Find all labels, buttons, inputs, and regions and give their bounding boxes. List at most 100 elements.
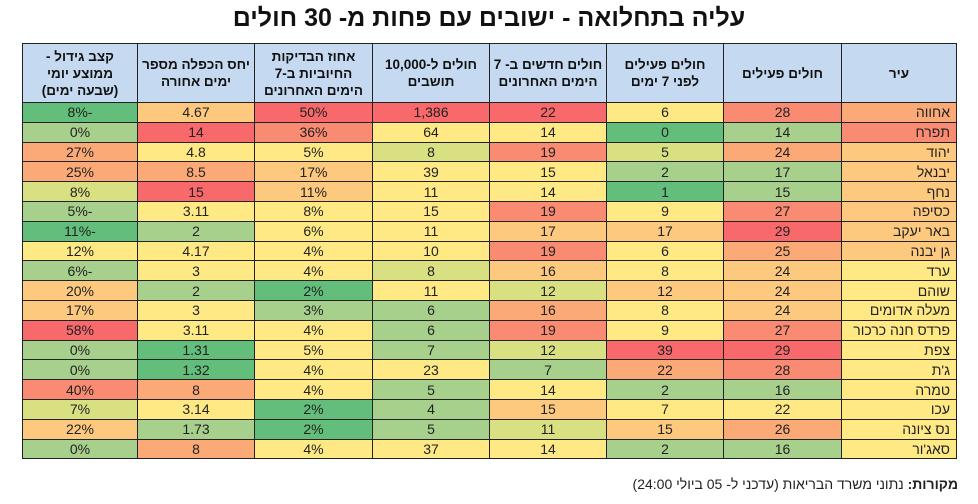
table-row: נחף 15 1 14 11 11% 15 8% <box>22 181 957 202</box>
table-row: פרדס חנה כרכור 27 9 19 6 4% 3.11 58% <box>22 319 957 341</box>
cell-active-patients: 29 <box>723 339 842 361</box>
cell-new-patients-7-days: 14 <box>489 438 607 460</box>
cell-daily-growth-rate: 0% <box>22 359 138 381</box>
cell-doubling-ratio: 4.67 <box>137 102 255 123</box>
source-text: נתוני משרד הבריאות (עדכני ל- 05 ביולי 24… <box>632 476 904 492</box>
cell-new-patients-7-days: 22 <box>489 102 607 123</box>
cell-positive-test-rate: 4% <box>254 379 373 400</box>
cell-active-7-days-ago: 2 <box>606 438 724 460</box>
cell-city: יהוד <box>841 141 957 163</box>
cell-new-patients-7-days: 15 <box>489 161 607 183</box>
table-row: עכו 22 7 15 4 2% 3.14 7% <box>22 398 957 420</box>
cell-new-patients-7-days: 7 <box>489 359 607 381</box>
cell-patients-per-10000: 5 <box>372 379 490 400</box>
cell-daily-growth-rate: 8% <box>22 181 138 202</box>
cell-daily-growth-rate: 27% <box>22 141 138 163</box>
cell-city: ערד <box>841 260 957 282</box>
cell-active-7-days-ago: 17 <box>606 220 724 242</box>
cell-city: מעלה אדומים <box>841 299 957 321</box>
cell-doubling-ratio: 3 <box>137 260 255 282</box>
cell-doubling-ratio: 3.14 <box>137 398 255 420</box>
cell-doubling-ratio: 4.17 <box>137 240 255 262</box>
cell-daily-growth-rate: 20% <box>22 280 138 301</box>
cell-active-patients: 29 <box>723 220 842 242</box>
table-row: אחווה 28 6 22 1,386 50% 4.67 -8% <box>22 102 957 123</box>
cell-patients-per-10000: 5 <box>372 418 490 440</box>
table-body: אחווה 28 6 22 1,386 50% 4.67 -8% תפרח 14 0 14 64 3 6% 1… <box>22 102 957 460</box>
cell-patients-per-10000: 8 <box>372 141 490 163</box>
cell-city: נחף <box>841 181 957 202</box>
cell-daily-growth-rate: 0% <box>22 339 138 361</box>
cell-patients-per-10000: 6 <box>372 319 490 341</box>
cell-active-7-days-ago: 39 <box>606 339 724 361</box>
column-header-daily-growth-rate: קצב גידול - ממוצע יומי (שבעה ימים) <box>22 43 138 103</box>
cell-city: צפת <box>841 339 957 361</box>
cell-active-7-days-ago: 9 <box>606 319 724 341</box>
cell-daily-growth-rate: 12% <box>22 240 138 262</box>
cell-positive-test-rate: 5% <box>254 339 373 361</box>
table-row: שוהם 24 12 12 11 2% 2 20% <box>22 280 957 301</box>
cell-doubling-ratio: 8 <box>137 379 255 400</box>
cell-active-patients: 27 <box>723 319 842 341</box>
cell-city: עכו <box>841 398 957 420</box>
table-row: צפת 29 39 12 7 5% 1.31 0% <box>22 339 957 361</box>
cell-active-7-days-ago: 7 <box>606 398 724 420</box>
cell-new-patients-7-days: 16 <box>489 299 607 321</box>
cell-active-patients: 16 <box>723 438 842 460</box>
cell-daily-growth-rate: -6% <box>22 260 138 282</box>
column-header-doubling-ratio: יחס הכפלה מספר ימים אחורה <box>137 43 255 103</box>
cell-city: פרדס חנה כרכור <box>841 319 957 341</box>
cell-patients-per-10000: 11 <box>372 181 490 202</box>
column-header-new-patients-7-days: חולים חדשים ב- 7 הימים האחרונים <box>489 43 607 103</box>
source-note: מקורות: נתוני משרד הבריאות (עדכני ל- 05 … <box>633 476 958 492</box>
cell-patients-per-10000: 64 <box>372 121 490 143</box>
data-table: עיר חולים פעילים חולים פעילים לפני 7 ימים ח… <box>22 43 957 460</box>
cell-doubling-ratio: 3 <box>137 299 255 321</box>
cell-positive-test-rate: 11% <box>254 181 373 202</box>
cell-city: גן יבנה <box>841 240 957 262</box>
cell-positive-test-rate: 4% <box>254 260 373 282</box>
cell-new-patients-7-days: 19 <box>489 240 607 262</box>
cell-active-patients: 28 <box>723 102 842 123</box>
cell-new-patients-7-days: 14 <box>489 181 607 202</box>
cell-positive-test-rate: 6% <box>254 220 373 242</box>
cell-daily-growth-rate: 17% <box>22 299 138 321</box>
cell-new-patients-7-days: 16 <box>489 260 607 282</box>
cell-positive-test-rate: 2% <box>254 398 373 420</box>
cell-new-patients-7-days: 19 <box>489 141 607 163</box>
table-row: ערד 24 8 16 8 4% 3 -6% <box>22 260 957 282</box>
cell-active-patients: 22 <box>723 398 842 420</box>
cell-active-7-days-ago: 2 <box>606 379 724 400</box>
cell-doubling-ratio: 14 <box>137 121 255 143</box>
cell-city: ג'ת <box>841 359 957 381</box>
cell-patients-per-10000: 39 <box>372 161 490 183</box>
cell-daily-growth-rate: 25% <box>22 161 138 183</box>
cell-active-7-days-ago: 0 <box>606 121 724 143</box>
cell-patients-per-10000: 8 <box>372 260 490 282</box>
cell-city: תפרח <box>841 121 957 143</box>
cell-daily-growth-rate: 0% <box>22 438 138 460</box>
cell-doubling-ratio: 8.5 <box>137 161 255 183</box>
cell-active-patients: 24 <box>723 260 842 282</box>
header-row: עיר חולים פעילים חולים פעילים לפני 7 ימים ח… <box>22 43 957 103</box>
cell-new-patients-7-days: 12 <box>489 280 607 301</box>
cell-doubling-ratio: 1.31 <box>137 339 255 361</box>
cell-new-patients-7-days: 19 <box>489 319 607 341</box>
cell-active-7-days-ago: 6 <box>606 240 724 262</box>
cell-daily-growth-rate: 7% <box>22 398 138 420</box>
table-row: כסיפה 27 9 19 15 8% 3.11 -5% <box>22 200 957 222</box>
cell-patients-per-10000: 23 <box>372 359 490 381</box>
cell-active-patients: 24 <box>723 141 842 163</box>
cell-active-patients: 26 <box>723 418 842 440</box>
cell-positive-test-rate: 5% <box>254 141 373 163</box>
cell-new-patients-7-days: 17 <box>489 220 607 242</box>
column-header-active-patients: חולים פעילים <box>723 43 842 103</box>
cell-active-7-days-ago: 22 <box>606 359 724 381</box>
cell-daily-growth-rate: 0% <box>22 121 138 143</box>
table-row: ג'ת 28 22 7 23 4% 1.32 0% <box>22 359 957 381</box>
table-row: יהוד 24 5 19 8 5% 4.8 27% <box>22 141 957 163</box>
cell-positive-test-rate: 2% <box>254 280 373 301</box>
cell-active-7-days-ago: 12 <box>606 280 724 301</box>
cell-doubling-ratio: 3.11 <box>137 200 255 222</box>
table-row: באר יעקב 29 17 17 11 6% 2 -11% <box>22 220 957 242</box>
